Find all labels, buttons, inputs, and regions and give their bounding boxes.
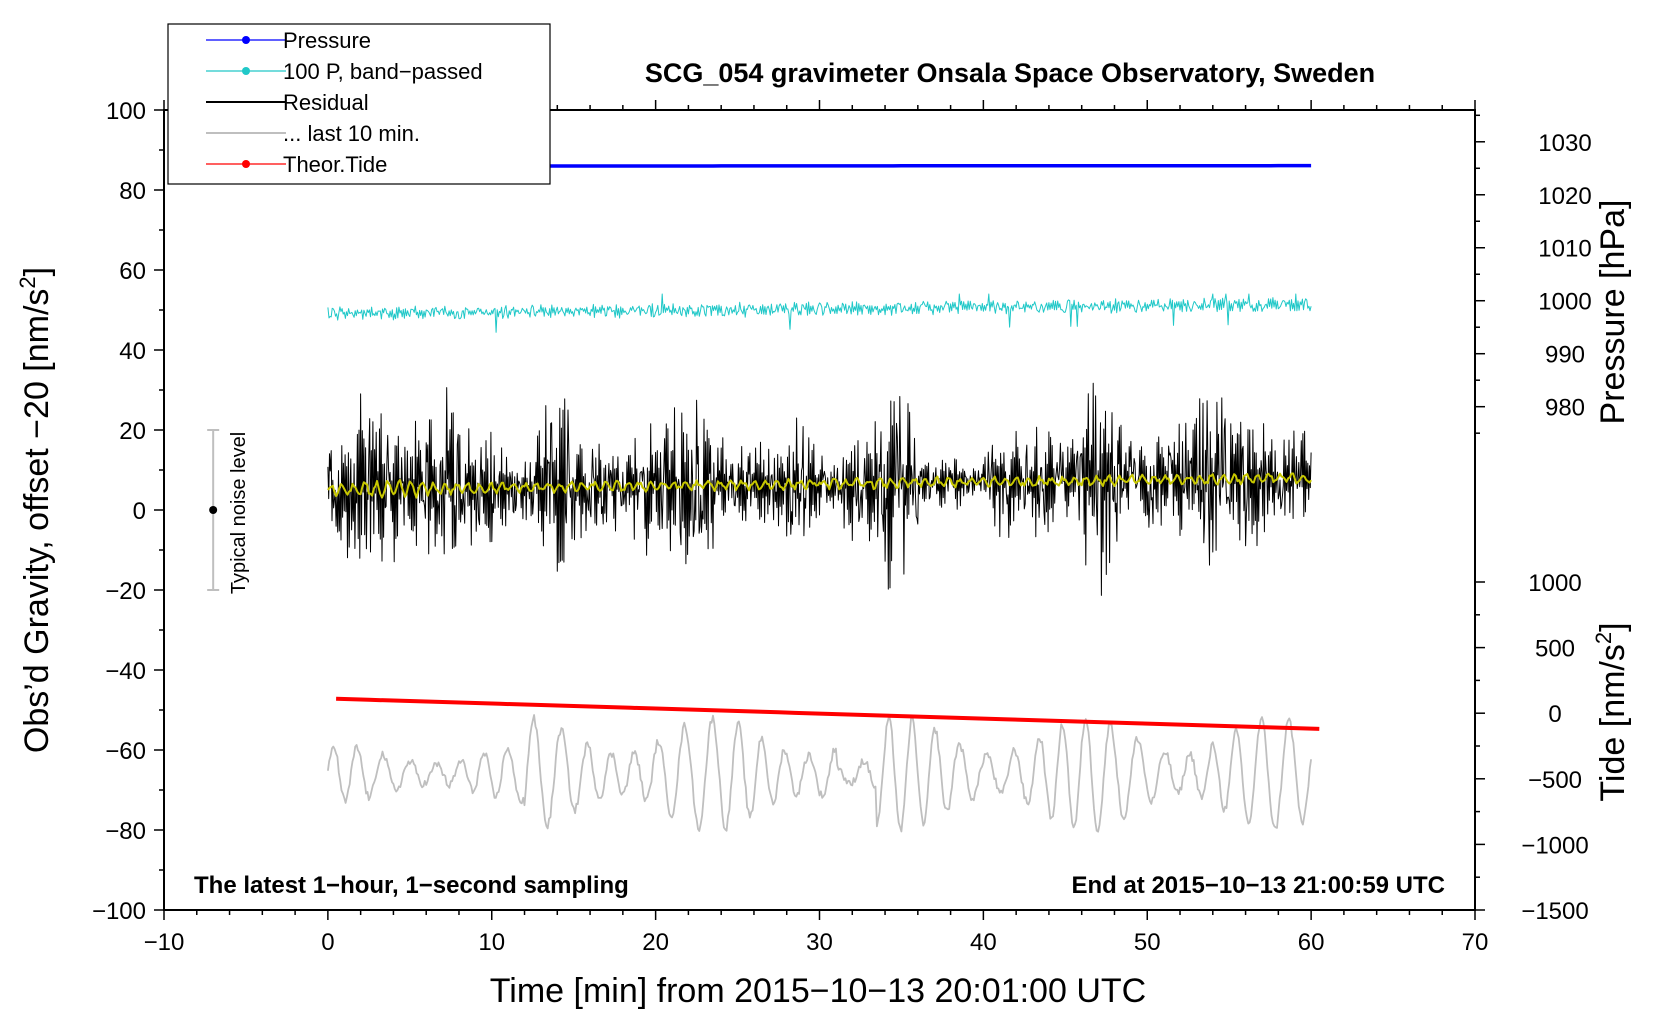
legend-box (167, 23, 551, 185)
annotation-bottom-right: End at 2015−10−13 21:00:59 UTC (1071, 872, 1445, 899)
bandpassed-pressure-line (327, 293, 1312, 333)
y-axis-label-tide-sup: 2 (1591, 632, 1616, 644)
x-tick-label: 40 (970, 929, 997, 956)
noise-level-indicator (207, 429, 220, 591)
y-axis-gravity: −100 −80 −60 −40 −20 0 20 40 60 80 100 (92, 98, 164, 925)
y-tick-label: −80 (105, 818, 146, 845)
legend-swatch-marker (242, 160, 250, 168)
tide-tick-label: −1500 (1521, 898, 1588, 925)
tide-tick-label: 1000 (1528, 570, 1581, 597)
y-axis-label-gravity-sup: 2 (15, 276, 40, 288)
y-tick-label: 40 (119, 338, 146, 365)
y-tick-label: 60 (119, 258, 146, 285)
x-tick-label: −10 (144, 929, 185, 956)
y-axis-label-gravity: Obs’d Gravity, offset −20 [nm/s2] (15, 267, 56, 753)
tide-tick-label: 0 (1548, 701, 1561, 728)
x-tick-label: 10 (478, 929, 505, 956)
pressure-tick-label: 1030 (1538, 130, 1591, 157)
noise-bar-center-dot (209, 506, 218, 514)
y-tick-label: −20 (105, 578, 146, 605)
legend-label: Pressure (283, 28, 371, 53)
x-tick-label: 60 (1298, 929, 1325, 956)
tide-tick-label: 500 (1535, 636, 1575, 663)
legend-swatch-marker (242, 36, 250, 44)
y-tick-label: −100 (92, 898, 146, 925)
pressure-tick-label: 1010 (1538, 236, 1591, 263)
legend-swatch-marker (242, 67, 250, 75)
y-axis-tide: −1500 −1000 −500 0 500 1000 (1475, 570, 1589, 925)
y-tick-label: −40 (105, 658, 146, 685)
y-tick-label: 100 (106, 98, 146, 125)
y-axis-label-gravity-close: ] (18, 267, 56, 276)
tide-tick-label: −1000 (1521, 832, 1588, 859)
x-tick-label: 70 (1462, 929, 1489, 956)
tide-tick-label: −500 (1528, 767, 1582, 794)
chart-title: SCG_054 gravimeter Onsala Space Observat… (645, 58, 1375, 88)
annotation-bottom-left: The latest 1−hour, 1−second sampling (194, 872, 629, 899)
residual-smoothed-line (327, 472, 1312, 499)
pressure-tick-label: 990 (1545, 342, 1585, 369)
noise-level-label: Typical noise level (228, 432, 250, 594)
x-axis-label: Time [min] from 2015−10−13 20:01:00 UTC (490, 972, 1146, 1010)
y-tick-label: 80 (119, 178, 146, 205)
y-axis-label-tide-close: ] (1594, 622, 1632, 631)
x-tick-label: 50 (1134, 929, 1161, 956)
y-axis-label-tide: Tide [nm/s2] (1591, 622, 1632, 801)
y-axis-pressure: 980 990 1000 1010 1020 1030 (1475, 114, 1592, 434)
x-tick-label: 0 (321, 929, 334, 956)
legend-label: 100 P, band−passed (283, 59, 483, 84)
y-tick-label: −60 (105, 738, 146, 765)
legend-label: Residual (283, 90, 369, 115)
theoretical-tide-line (336, 696, 1320, 731)
x-tick-label: 30 (806, 929, 833, 956)
pressure-tick-label: 980 (1545, 395, 1585, 422)
legend-label: Theor.Tide (283, 152, 387, 177)
legend: Pressure 100 P, band−passed Residual ... la… (167, 23, 551, 185)
series-layer (327, 163, 1320, 833)
residual-line (327, 382, 1312, 596)
pressure-tick-label: 1000 (1538, 289, 1591, 316)
x-axis: −10 0 10 20 30 40 50 60 70 (144, 100, 1489, 956)
y-axis-label-gravity-main: Obs’d Gravity, offset −20 [nm/s (18, 289, 56, 754)
y-tick-label: 20 (119, 418, 146, 445)
pressure-tick-label: 1020 (1538, 183, 1591, 210)
legend-label: ... last 10 min. (283, 121, 420, 146)
y-axis-label-pressure: Pressure [hPa] (1594, 200, 1632, 425)
last-10-min-line (327, 714, 1312, 833)
x-tick-label: 20 (642, 929, 669, 956)
y-tick-label: 0 (133, 498, 146, 525)
y-axis-label-tide-main: Tide [nm/s (1594, 644, 1632, 801)
